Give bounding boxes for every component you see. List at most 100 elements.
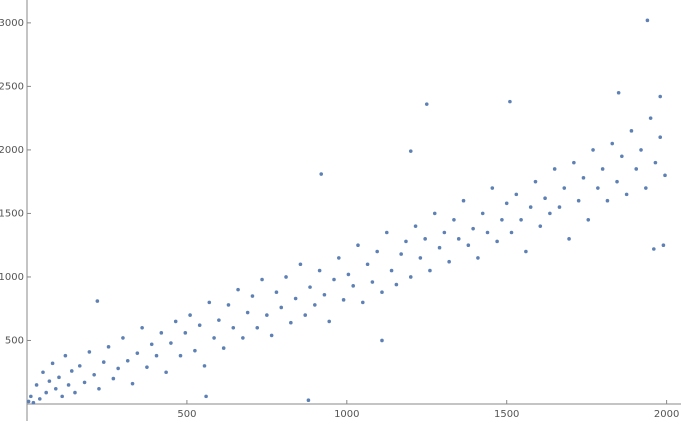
point — [217, 318, 221, 322]
point — [447, 259, 451, 264]
point — [66, 383, 71, 387]
x-tick-label: 500 — [177, 409, 196, 420]
point — [634, 167, 639, 171]
point — [524, 249, 528, 254]
point — [173, 319, 178, 324]
point — [581, 176, 586, 180]
point — [63, 353, 68, 358]
point — [178, 353, 183, 358]
point — [596, 186, 600, 190]
point — [423, 237, 427, 241]
point — [87, 350, 92, 354]
point — [97, 386, 101, 391]
point — [319, 172, 324, 176]
point — [274, 290, 279, 295]
point — [50, 361, 55, 366]
point — [653, 160, 658, 165]
point — [164, 370, 168, 375]
y-tick-label: 1500 — [0, 208, 24, 219]
point — [389, 268, 394, 273]
point — [490, 186, 495, 190]
point — [461, 198, 466, 203]
point — [480, 211, 485, 216]
point — [644, 186, 648, 190]
point — [380, 290, 384, 295]
point — [572, 160, 576, 165]
point — [528, 205, 533, 209]
point — [548, 211, 552, 216]
point — [360, 300, 365, 305]
x-tick-label: 1000 — [334, 409, 359, 420]
point — [159, 331, 164, 335]
point — [500, 217, 504, 222]
point — [293, 296, 298, 301]
point — [495, 239, 499, 244]
point — [140, 325, 144, 330]
point — [245, 310, 250, 315]
point — [202, 364, 207, 368]
point — [26, 399, 31, 404]
point — [289, 320, 293, 325]
point — [269, 333, 274, 338]
point — [394, 282, 399, 287]
point — [322, 292, 327, 297]
point — [121, 336, 125, 340]
point — [466, 243, 471, 247]
point — [306, 398, 311, 402]
y-tick-label: 1000 — [0, 272, 24, 283]
point — [169, 341, 173, 345]
point — [204, 394, 208, 399]
point — [197, 323, 202, 328]
point — [241, 336, 245, 340]
point — [645, 18, 650, 23]
point — [265, 313, 269, 317]
y-tick-label: 500 — [5, 335, 24, 346]
point — [341, 298, 346, 302]
point — [149, 342, 154, 347]
point — [73, 390, 77, 395]
point — [37, 397, 42, 401]
point — [408, 275, 413, 279]
point — [442, 230, 447, 235]
point — [620, 154, 624, 159]
point — [303, 313, 308, 317]
point — [514, 192, 519, 197]
point — [47, 379, 52, 383]
y-tick-label: 3000 — [0, 18, 24, 29]
point — [183, 331, 188, 335]
point — [648, 116, 653, 120]
point — [652, 247, 656, 251]
point — [413, 224, 418, 228]
point — [34, 383, 39, 387]
point — [610, 141, 615, 146]
point — [562, 186, 567, 190]
point — [586, 217, 591, 222]
point — [384, 230, 389, 235]
point — [193, 348, 197, 353]
point — [663, 173, 667, 178]
point — [145, 365, 149, 369]
point — [57, 375, 61, 380]
point — [250, 294, 255, 298]
point — [615, 179, 619, 184]
point — [95, 299, 100, 303]
point — [337, 256, 341, 260]
point — [629, 129, 634, 133]
point — [452, 217, 456, 222]
point — [135, 351, 140, 355]
point — [226, 303, 231, 307]
point — [605, 198, 610, 203]
point — [557, 205, 562, 209]
point — [432, 211, 437, 216]
point — [543, 196, 547, 200]
point — [260, 277, 264, 282]
point — [351, 284, 356, 288]
point — [279, 305, 284, 310]
point — [111, 376, 116, 381]
point — [313, 303, 317, 307]
point — [255, 325, 260, 330]
point — [231, 325, 236, 330]
point — [125, 359, 130, 363]
point — [130, 381, 135, 386]
